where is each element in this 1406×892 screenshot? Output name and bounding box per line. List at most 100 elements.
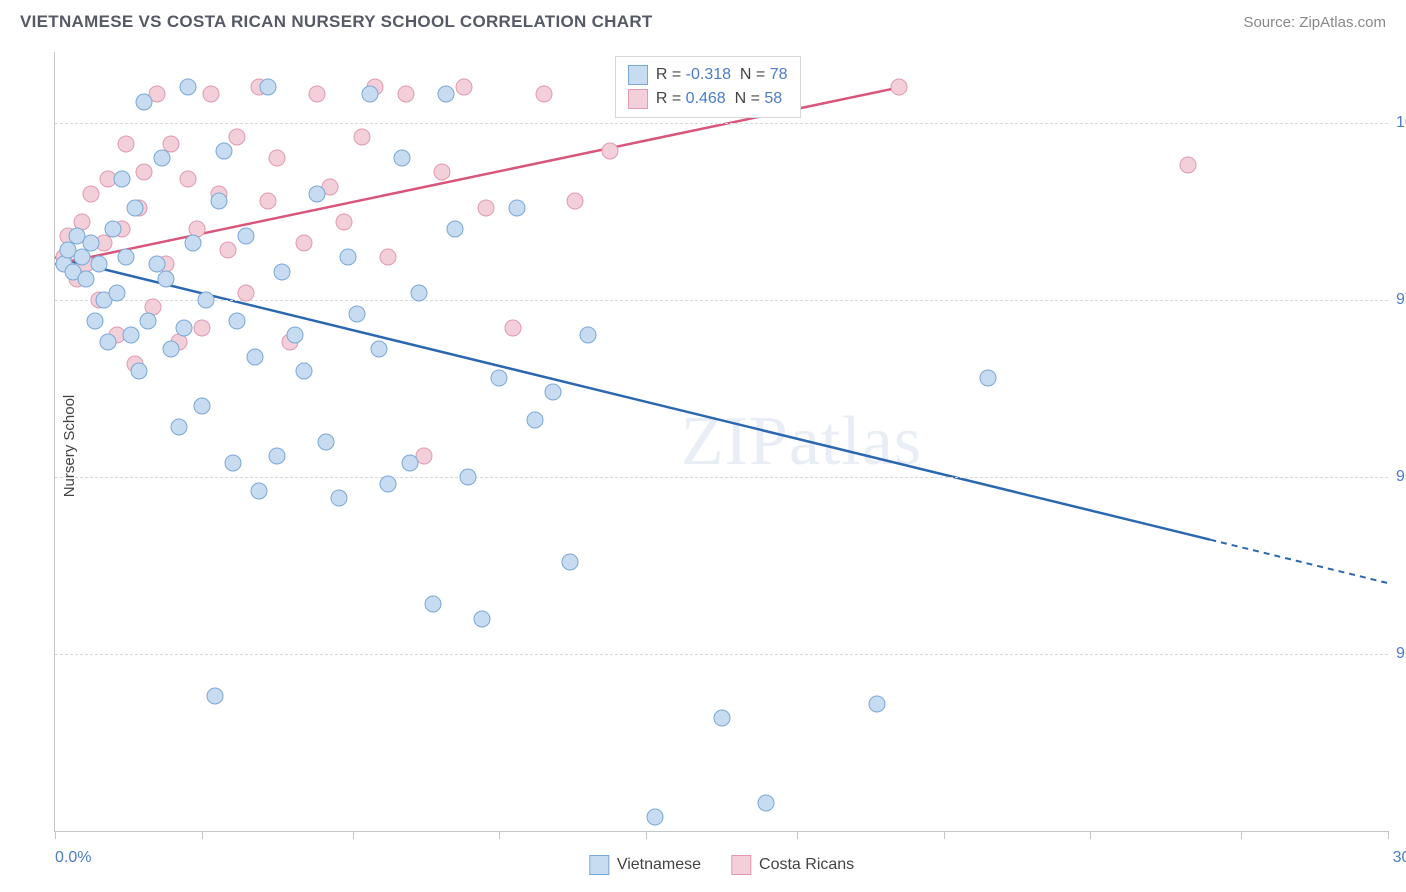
data-point (135, 164, 152, 181)
data-point (380, 249, 397, 266)
data-point (362, 86, 379, 103)
data-point (309, 185, 326, 202)
data-point (455, 79, 472, 96)
data-point (86, 313, 103, 330)
data-point (193, 320, 210, 337)
data-point (353, 128, 370, 145)
data-point (206, 688, 223, 705)
data-point (509, 199, 526, 216)
gridline (55, 123, 1388, 124)
x-tick (353, 831, 354, 839)
data-point (238, 284, 255, 301)
data-point (460, 468, 477, 485)
x-tick (202, 831, 203, 839)
gridline (55, 654, 1388, 655)
data-point (82, 185, 99, 202)
data-point (504, 320, 521, 337)
data-point (251, 483, 268, 500)
data-point (491, 369, 508, 386)
data-point (446, 221, 463, 238)
data-point (433, 164, 450, 181)
legend-item: Costa Ricans (731, 855, 854, 875)
data-point (562, 553, 579, 570)
data-point (478, 199, 495, 216)
data-point (646, 808, 663, 825)
data-point (229, 313, 246, 330)
data-point (211, 192, 228, 209)
legend-swatch (628, 65, 648, 85)
chart-title: VIETNAMESE VS COSTA RICAN NURSERY SCHOOL… (20, 12, 653, 32)
data-point (78, 270, 95, 287)
data-point (180, 79, 197, 96)
data-point (980, 369, 997, 386)
x-tick (646, 831, 647, 839)
data-point (122, 327, 139, 344)
data-point (131, 362, 148, 379)
y-tick-label: 95.0% (1396, 468, 1406, 486)
legend-label: Vietnamese (617, 856, 701, 874)
data-point (349, 306, 366, 323)
data-point (535, 86, 552, 103)
y-tick-label: 97.5% (1396, 291, 1406, 309)
data-point (162, 341, 179, 358)
data-point (91, 256, 108, 273)
data-point (180, 171, 197, 188)
legend-stat: R = 0.468 N = 58 (656, 87, 782, 111)
data-point (113, 171, 130, 188)
scatter-chart: ZIPatlas 92.5%95.0%97.5%100.0%0.0%30.0%R… (54, 52, 1388, 832)
correlation-legend: R = -0.318 N = 78R = 0.468 N = 58 (615, 56, 801, 118)
data-point (340, 249, 357, 266)
data-point (424, 596, 441, 613)
y-tick-label: 100.0% (1396, 114, 1406, 132)
data-point (171, 419, 188, 436)
watermark-text: ZIPatlas (681, 402, 922, 482)
y-tick-label: 92.5% (1396, 645, 1406, 663)
data-point (82, 235, 99, 252)
source-label: Source: ZipAtlas.com (1243, 14, 1386, 31)
data-point (220, 242, 237, 259)
data-point (118, 136, 135, 153)
data-point (398, 86, 415, 103)
data-point (402, 454, 419, 471)
x-tick (944, 831, 945, 839)
gridline (55, 300, 1388, 301)
x-tick (499, 831, 500, 839)
series-legend: Vietnamese Costa Ricans (589, 855, 854, 875)
data-point (318, 433, 335, 450)
data-point (331, 490, 348, 507)
data-point (526, 412, 543, 429)
x-tick (1388, 831, 1389, 839)
data-point (126, 199, 143, 216)
x-tick (1090, 831, 1091, 839)
data-point (215, 143, 232, 160)
legend-stat: R = -0.318 N = 78 (656, 63, 788, 87)
data-point (269, 447, 286, 464)
legend-label: Costa Ricans (759, 856, 854, 874)
data-point (411, 284, 428, 301)
data-point (193, 398, 210, 415)
data-point (198, 291, 215, 308)
data-point (175, 320, 192, 337)
data-point (544, 383, 561, 400)
data-point (246, 348, 263, 365)
data-point (135, 93, 152, 110)
data-point (295, 362, 312, 379)
data-point (202, 86, 219, 103)
data-point (140, 313, 157, 330)
data-point (224, 454, 241, 471)
data-point (184, 235, 201, 252)
data-point (393, 150, 410, 167)
data-point (158, 270, 175, 287)
data-point (335, 213, 352, 230)
x-tick (55, 831, 56, 839)
data-point (713, 709, 730, 726)
data-point (309, 86, 326, 103)
data-point (229, 128, 246, 145)
data-point (1180, 157, 1197, 174)
x-tick (1241, 831, 1242, 839)
data-point (286, 327, 303, 344)
data-point (295, 235, 312, 252)
data-point (273, 263, 290, 280)
data-point (602, 143, 619, 160)
legend-swatch (731, 855, 751, 875)
